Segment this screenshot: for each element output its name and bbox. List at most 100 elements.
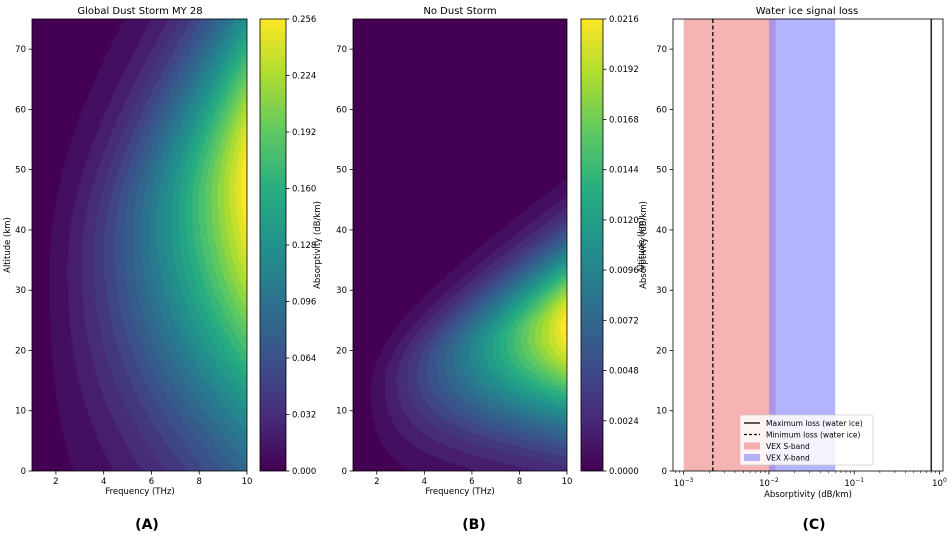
panel-b-x-tick-label: 8 xyxy=(517,477,522,487)
panel-a-title: Global Dust Storm MY 28 xyxy=(77,6,202,17)
panel-c-y-ticks: 0 10 20 30 40 50 60 70 xyxy=(656,45,673,477)
panel-a-y-tick-label: 40 xyxy=(15,226,26,236)
panel-a-y-axis-label: Altitude (km) xyxy=(3,217,13,273)
panel-b-colorbar-ticks: 0.0000 0.0024 0.0048 0.0072 0.0096 0.0120 0.01… xyxy=(603,15,639,477)
panel-b-x-tick-label: 2 xyxy=(374,477,379,487)
panel-c-legend: Maximum loss (water ice) Minimum loss (wa… xyxy=(739,414,874,466)
panel-b-y-tick-label: 20 xyxy=(336,346,347,356)
panel-c-x-tick-label: 10−3 xyxy=(674,477,694,489)
panel-a-x-tick-label: 10 xyxy=(242,477,253,487)
panel-b-colorbar-label: Absorptivity (dB/km) xyxy=(639,201,649,289)
panel-a-colorbar-tick-label: 0.096 xyxy=(292,298,316,308)
panel-c-legend-label-minimum-loss-water-ice-: Minimum loss (water ice) xyxy=(766,431,861,440)
panel-b-colorbar-tick-label: 0.0216 xyxy=(609,15,639,25)
panel-b-label: (B) xyxy=(462,517,485,533)
panel-b-colorbar-tick-label: 0.0048 xyxy=(609,367,639,377)
panel-a-colorbar-tick-label: 0.224 xyxy=(292,72,316,82)
panel-a-x-tick-label: 2 xyxy=(53,477,58,487)
panel-a-y-tick-label: 30 xyxy=(15,286,26,296)
panel-c-x-tick-label: 100 xyxy=(932,477,947,489)
panel-a-colorbar-tick-label: 0.192 xyxy=(292,128,316,138)
panel-a-colorbar-tick-label: 0.032 xyxy=(292,411,316,421)
panel-b-y-ticks: 0 10 20 30 40 50 60 70 xyxy=(336,45,353,477)
panel-b: No Dust Storm 2 4 6 8 10 0 10 20 30 40 50 60 70 Fre… xyxy=(336,6,649,533)
panel-a: Global Dust Storm MY 28 2 4 6 8 10 0 10 20 30 40… xyxy=(3,6,323,533)
panel-c-y-tick-label: 0 xyxy=(662,467,667,477)
panel-b-y-tick-label: 30 xyxy=(336,286,347,296)
panel-c-y-tick-label: 70 xyxy=(656,45,667,55)
panel-c-plot-frame xyxy=(672,18,944,472)
panel-a-colorbar-tick-label: 0.256 xyxy=(292,15,316,25)
panel-c-y-tick-label: 40 xyxy=(656,226,667,236)
panel-c-y-tick-label: 20 xyxy=(656,346,667,356)
panel-b-colorbar-tick-label: 0.0024 xyxy=(609,417,639,427)
panel-a-y-tick-label: 0 xyxy=(21,467,26,477)
panel-c-y-tick-label: 30 xyxy=(656,286,667,296)
panel-b-colorbar-tick-label: 0.0168 xyxy=(609,115,639,125)
panel-c-title: Water ice signal loss xyxy=(756,6,858,17)
panel-b-y-tick-label: 40 xyxy=(336,226,347,236)
panel-a-colorbar-ticks: 0.000 0.032 0.064 0.096 0.128 0.160 0.192 0.224… xyxy=(286,15,316,477)
panel-a-y-ticks: 0 10 20 30 40 50 60 70 xyxy=(15,45,32,477)
panel-a-colorbar-tick-label: 0.000 xyxy=(292,467,316,477)
panel-c-legend-frame xyxy=(739,414,874,466)
panel-c-x-tick-label: 10−1 xyxy=(844,477,864,489)
panel-c-x-tick-label: 10−2 xyxy=(759,477,779,489)
panel-b-colorbar-tick-label: 0.0096 xyxy=(609,266,639,276)
panel-a-y-tick-label: 70 xyxy=(15,45,26,55)
panel-b-colorbar-tick-label: 0.0120 xyxy=(609,216,639,226)
panel-c-y-tick-label: 60 xyxy=(656,105,667,115)
panel-a-x-tick-label: 8 xyxy=(197,477,202,487)
panel-a-x-tick-label: 4 xyxy=(101,477,106,487)
panel-c-bands xyxy=(683,19,836,471)
panel-b-y-tick-label: 70 xyxy=(336,45,347,55)
panel-a-colorbar-tick-label: 0.064 xyxy=(292,354,316,364)
panel-c-band-vex-s-band xyxy=(683,19,776,471)
panel-a-colorbar-tick-label: 0.128 xyxy=(292,241,316,251)
panel-b-y-tick-label: 10 xyxy=(336,407,347,417)
panel-c-x-axis-label: Absorptivity (dB/km) xyxy=(764,490,852,500)
panel-a-y-tick-label: 60 xyxy=(15,105,26,115)
panel-b-colorbar-tick-label: 0.0072 xyxy=(609,316,639,326)
panel-a-x-ticks: 2 4 6 8 10 xyxy=(53,471,252,487)
panel-b-x-axis-label: Frequency (THz) xyxy=(425,487,494,497)
panel-c-y-tick-label: 10 xyxy=(656,407,667,417)
panel-b-colorbar-tick-label: 0.0144 xyxy=(609,166,639,176)
panel-c-x-ticks: 10−3 10−2 10−1 100 xyxy=(674,471,947,489)
panel-c-y-axis-label: Altitude (km) xyxy=(637,217,647,273)
panel-b-colorbar xyxy=(580,18,604,472)
panel-a-y-tick-label: 10 xyxy=(15,407,26,417)
panel-a-colorbar xyxy=(259,18,287,472)
panel-c-band-vex-x-band xyxy=(768,19,836,471)
panel-a-plot-frame xyxy=(31,18,248,472)
panel-b-x-tick-label: 4 xyxy=(422,477,427,487)
panel-c-legend-swatch-vex-x-band xyxy=(744,454,760,461)
panel-a-y-tick-label: 20 xyxy=(15,346,26,356)
panel-b-x-tick-label: 10 xyxy=(562,477,573,487)
panel-b-colorbar-tick-label: 0.0000 xyxy=(609,467,639,477)
panel-b-heatmap xyxy=(353,19,567,471)
panel-c-y-tick-label: 50 xyxy=(656,166,667,176)
panel-c-legend-swatch-vex-s-band xyxy=(744,442,760,450)
panel-b-colorbar-tick-label: 0.0192 xyxy=(609,65,639,75)
panel-c-label: (C) xyxy=(802,517,825,533)
panel-c-legend-label-maximum-loss-water-ice-: Maximum loss (water ice) xyxy=(766,419,863,428)
panel-c-vlines xyxy=(712,19,932,471)
panel-b-y-tick-label: 60 xyxy=(336,105,347,115)
panel-b-plot-frame xyxy=(352,18,568,472)
panel-b-title: No Dust Storm xyxy=(423,6,496,17)
panel-a-label: (A) xyxy=(135,517,159,533)
panel-a-heatmap xyxy=(32,19,247,471)
panel-a-x-tick-label: 6 xyxy=(149,477,154,487)
panel-c: Water ice signal loss 10−3 10−2 10−1 100 01… xyxy=(637,6,947,533)
panel-b-y-tick-label: 0 xyxy=(342,467,347,477)
panel-a-colorbar-tick-label: 0.160 xyxy=(292,185,316,195)
panel-a-y-tick-label: 50 xyxy=(15,166,26,176)
panel-b-x-ticks: 2 4 6 8 10 xyxy=(374,471,572,487)
panel-b-y-tick-label: 50 xyxy=(336,166,347,176)
panel-c-legend-label-vex-x-band: VEX X-band xyxy=(766,454,810,463)
panel-a-colorbar-label: Absorptivity (dB/km) xyxy=(313,201,323,289)
panel-a-x-axis-label: Frequency (THz) xyxy=(105,487,174,497)
panel-b-x-tick-label: 6 xyxy=(469,477,474,487)
